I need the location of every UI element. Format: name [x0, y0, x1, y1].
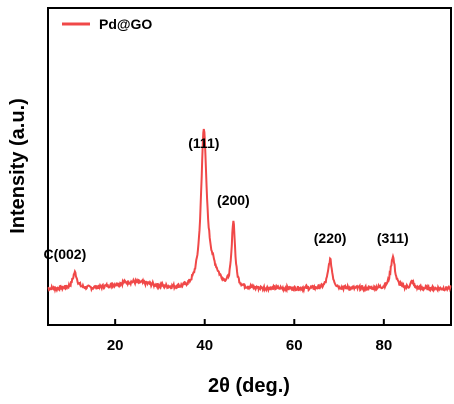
peak-annotation: (220) — [314, 230, 347, 246]
legend: Pd@GO — [62, 16, 152, 32]
x-axis-ticks: 20 40 60 80 — [107, 319, 392, 354]
peak-annotation: C(002) — [43, 246, 86, 262]
peak-annotation: (311) — [377, 230, 409, 246]
y-axis-title: Intensity (a.u.) — [7, 98, 29, 234]
peak-annotations: C(002) (111) (200) (220) (311) — [43, 135, 408, 262]
x-tick-label: 20 — [107, 337, 124, 354]
x-axis-title: 2θ (deg.) — [208, 375, 290, 397]
peak-annotation: (111) — [188, 135, 219, 151]
plot-frame — [47, 7, 452, 326]
x-tick-label: 80 — [375, 337, 392, 354]
x-tick-label: 40 — [196, 337, 213, 354]
peak-annotation: (200) — [217, 192, 250, 208]
legend-label: Pd@GO — [99, 16, 152, 32]
x-tick-label: 60 — [286, 337, 303, 354]
series-line-pd-go — [47, 128, 452, 294]
